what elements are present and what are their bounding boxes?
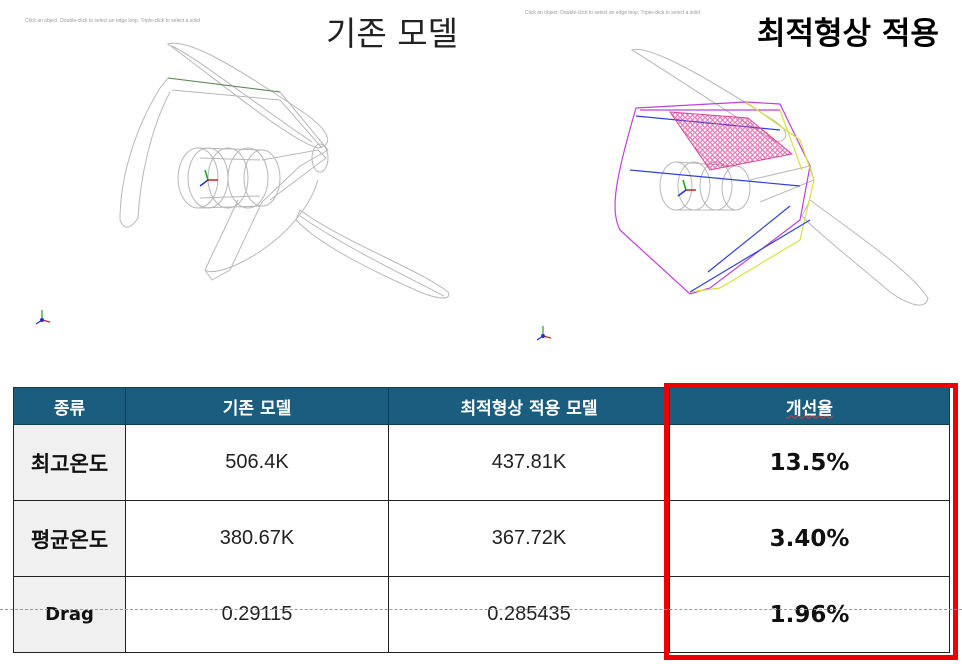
cell-improvement-rate: 1.96% xyxy=(669,576,950,653)
optimized-wireframe-viewport[interactable] xyxy=(480,30,960,350)
viewport-hint-right: Click an object. Double-click to select … xyxy=(525,10,701,16)
cell-optimized-value: 367.72K xyxy=(388,500,670,577)
table-row: 평균온도 380.67K 367.72K 3.40% xyxy=(13,500,950,577)
cell-optimized-value: 0.285435 xyxy=(388,576,670,653)
viewport-hint-left: Click an object. Double-click to select … xyxy=(25,18,201,24)
row-label-avg-temp: 평균온도 xyxy=(13,500,126,577)
header-optimized-model: 최적형상 적용 모델 xyxy=(388,387,670,425)
cell-improvement-rate: 13.5% xyxy=(669,424,950,501)
baseline-model-title: 기존 모델 xyxy=(326,14,458,53)
cell-base-value: 380.67K xyxy=(125,500,389,577)
row-label-max-temp: 최고온도 xyxy=(13,424,126,501)
baseline-wireframe-viewport[interactable] xyxy=(0,30,480,340)
table-row: 최고온도 506.4K 437.81K 13.5% xyxy=(13,424,950,501)
cell-base-value: 506.4K xyxy=(125,424,389,501)
cell-improvement-rate: 3.40% xyxy=(669,500,950,577)
table-row: Drag 0.29115 0.285435 1.96% xyxy=(13,576,950,653)
header-improvement-rate: 개선율 xyxy=(669,387,950,425)
axis-triad-icon xyxy=(536,326,552,341)
cell-optimized-value: 437.81K xyxy=(388,424,670,501)
optimized-shape-title: 최적형상 적용 xyxy=(757,16,939,52)
axis-triad-icon xyxy=(35,310,51,325)
row-label-drag: Drag xyxy=(13,576,126,653)
comparison-table: 종류 기존 모델 최적형상 적용 모델 개선율 최고온도 506.4K 437.… xyxy=(13,387,950,653)
cell-base-value: 0.29115 xyxy=(125,576,389,653)
table-header-row: 종류 기존 모델 최적형상 적용 모델 개선율 xyxy=(13,387,950,425)
header-type: 종류 xyxy=(13,387,126,425)
header-baseline-model: 기존 모델 xyxy=(125,387,389,425)
